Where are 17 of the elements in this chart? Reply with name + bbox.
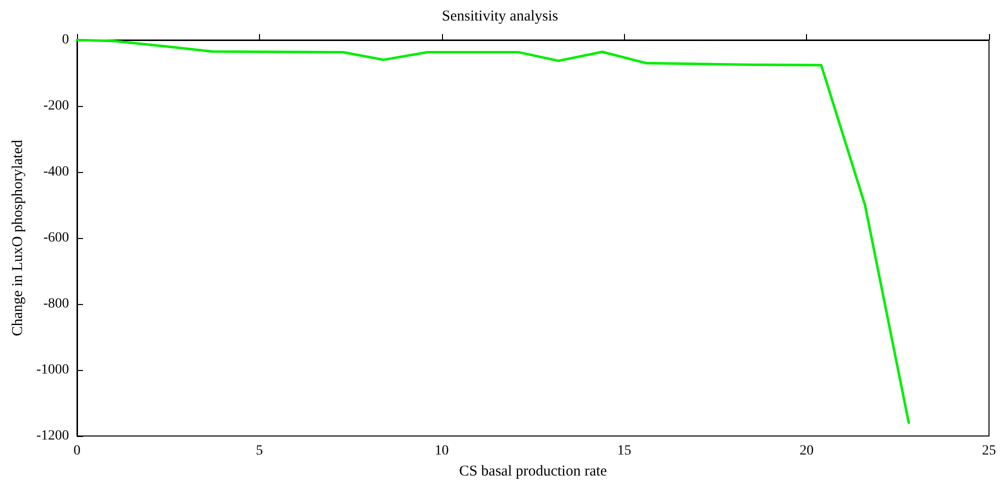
y-tick-label: -1200 <box>36 428 69 444</box>
x-tick-label: 25 <box>982 444 996 458</box>
y-tick-label: -600 <box>43 230 69 246</box>
x-tick-label: 20 <box>800 444 814 458</box>
chart-title: Sensitivity analysis <box>442 8 558 24</box>
x-axis-title: CS basal production rate <box>459 464 608 480</box>
y-axis-title: Change in LuxO phosphorylated <box>10 139 26 336</box>
x-tick-label: 5 <box>256 444 263 458</box>
y-tick-label: -1000 <box>36 362 69 378</box>
line-series <box>76 38 910 424</box>
x-tick-label: 10 <box>434 444 449 458</box>
y-tick-label: -200 <box>43 98 69 114</box>
y-tick-label: 0 <box>62 32 69 48</box>
x-tick-label: 0 <box>74 444 80 458</box>
x-tick-label: 15 <box>617 444 632 458</box>
y-tick-label: -400 <box>43 164 69 180</box>
y-tick-label: -800 <box>43 296 69 312</box>
